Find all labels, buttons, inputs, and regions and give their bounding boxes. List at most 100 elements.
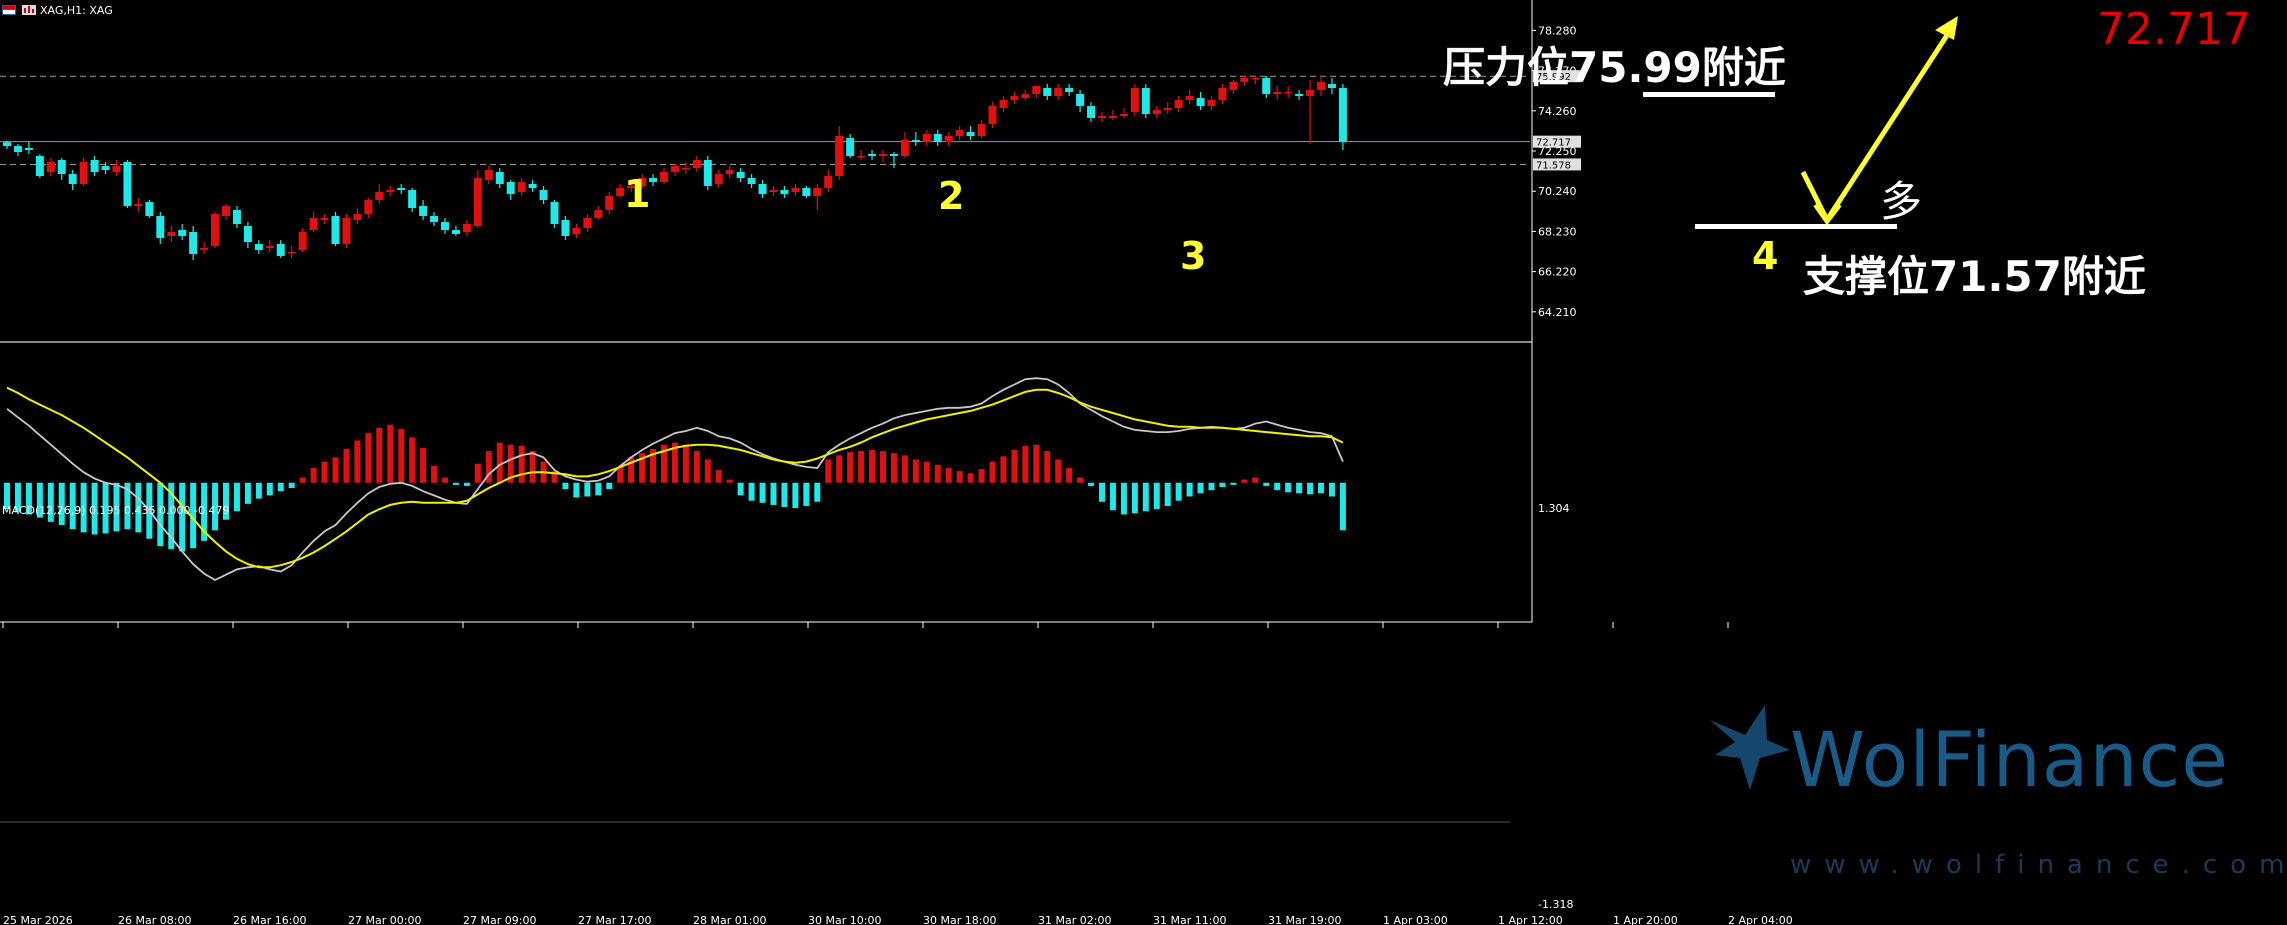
candle	[145, 200, 154, 218]
candle-body	[386, 190, 395, 192]
candle	[1119, 108, 1128, 118]
candle-body	[1152, 110, 1161, 114]
candle-body	[649, 178, 658, 182]
time-tick-label: 31 Mar 02:00	[1038, 914, 1111, 925]
candle-body	[1229, 82, 1238, 90]
candle	[342, 214, 351, 248]
macd-histogram-bar	[945, 467, 952, 483]
candle	[550, 200, 559, 228]
candle-body	[670, 166, 679, 172]
chart-type-icon[interactable]	[22, 5, 36, 15]
candle	[473, 170, 482, 228]
resistance-annotation: 压力位75.99附近	[1443, 43, 1786, 92]
macd-histogram-bar	[1011, 450, 1018, 483]
candle	[780, 186, 789, 198]
candle	[1054, 84, 1063, 100]
candle-body	[703, 160, 712, 186]
macd-histogram-bar	[496, 442, 503, 483]
macd-histogram-bar	[1274, 482, 1281, 491]
macd-histogram-bar	[1066, 467, 1073, 483]
candle-body	[1032, 86, 1041, 94]
macd-histogram-bar	[595, 482, 602, 496]
candle	[627, 182, 636, 192]
macd-histogram-bar	[1120, 482, 1127, 515]
macd-line	[6, 377, 1344, 582]
candle	[944, 132, 953, 146]
candle	[725, 166, 734, 178]
candle-body	[13, 146, 22, 152]
candle-body	[1010, 96, 1019, 100]
candle	[364, 198, 373, 218]
candle	[123, 160, 132, 208]
candle	[1240, 76, 1249, 86]
time-tick-label: 26 Mar 08:00	[118, 914, 191, 925]
macd-histogram-bar	[693, 451, 700, 483]
macd-axis-bottom-label: -1.318	[1538, 898, 1573, 911]
time-tick-label: 1 Apr 20:00	[1613, 914, 1678, 925]
macd-histogram-bar	[321, 461, 328, 483]
macd-histogram-bar	[277, 482, 284, 492]
macd-histogram-bar	[1230, 482, 1237, 485]
watermark-brand: WolFinance	[1790, 715, 2230, 804]
macd-histogram-bar	[288, 482, 295, 489]
candle	[79, 158, 88, 186]
candle-body	[813, 188, 822, 196]
resistance-bar	[1643, 92, 1775, 97]
candle-body	[430, 216, 439, 222]
macd-histogram-bar	[332, 457, 339, 483]
macd-histogram-bar	[584, 482, 591, 497]
candle-body	[857, 156, 866, 158]
candle	[1163, 102, 1172, 114]
macd-histogram-bar	[431, 465, 438, 483]
macd-histogram-bar	[4, 482, 10, 510]
candle	[298, 228, 307, 252]
macd-histogram-bar	[1164, 482, 1171, 507]
candle-body	[408, 190, 417, 208]
candle	[583, 214, 592, 232]
candle	[1262, 76, 1271, 98]
candle-body	[112, 166, 121, 172]
candle-body	[1065, 88, 1074, 92]
candle-body	[1185, 96, 1194, 100]
candle-body	[1207, 100, 1216, 106]
window-menu-icon[interactable]	[2, 5, 16, 15]
forecast-arrow	[1800, 16, 1958, 226]
candle	[1273, 86, 1282, 100]
candle	[605, 192, 614, 214]
candle	[1098, 112, 1106, 122]
candle	[616, 184, 625, 198]
macd-histogram-bar	[956, 471, 963, 483]
price-label-resistance: 75.992	[1536, 72, 1571, 83]
candle-body	[1273, 92, 1282, 94]
time-tick-label: 27 Mar 00:00	[348, 914, 421, 925]
macd-histogram-bar	[661, 444, 667, 483]
candle-body	[123, 162, 132, 206]
candle	[189, 226, 198, 260]
macd-histogram-bar	[124, 482, 131, 530]
price-label-support: 71.578	[1536, 160, 1571, 171]
candle-body	[999, 100, 1008, 108]
candle-body	[900, 140, 909, 156]
macd-histogram-bar	[880, 451, 886, 483]
macd-histogram-bar	[628, 457, 635, 483]
macd-histogram-bar	[726, 479, 733, 483]
candle-body	[1338, 88, 1347, 142]
candle	[1141, 84, 1150, 118]
price-tick-label: 64.210	[1538, 306, 1577, 319]
long-annotation: 多	[1880, 177, 1923, 226]
macd-histogram-bar	[69, 482, 76, 530]
candle	[1174, 96, 1183, 112]
macd-histogram-bar	[1318, 482, 1324, 494]
candle-body	[1130, 88, 1139, 112]
candle	[572, 224, 581, 238]
candle	[320, 214, 329, 224]
macd-histogram-bar	[1186, 482, 1193, 497]
macd-histogram-bar	[606, 482, 613, 490]
candle-body	[178, 230, 187, 236]
macd-histogram-bar	[135, 482, 142, 533]
candle	[813, 184, 822, 210]
candle	[999, 96, 1008, 112]
macd-histogram-bar	[858, 451, 865, 483]
candle-body	[955, 130, 964, 136]
wave-label-2: 2	[938, 174, 965, 218]
